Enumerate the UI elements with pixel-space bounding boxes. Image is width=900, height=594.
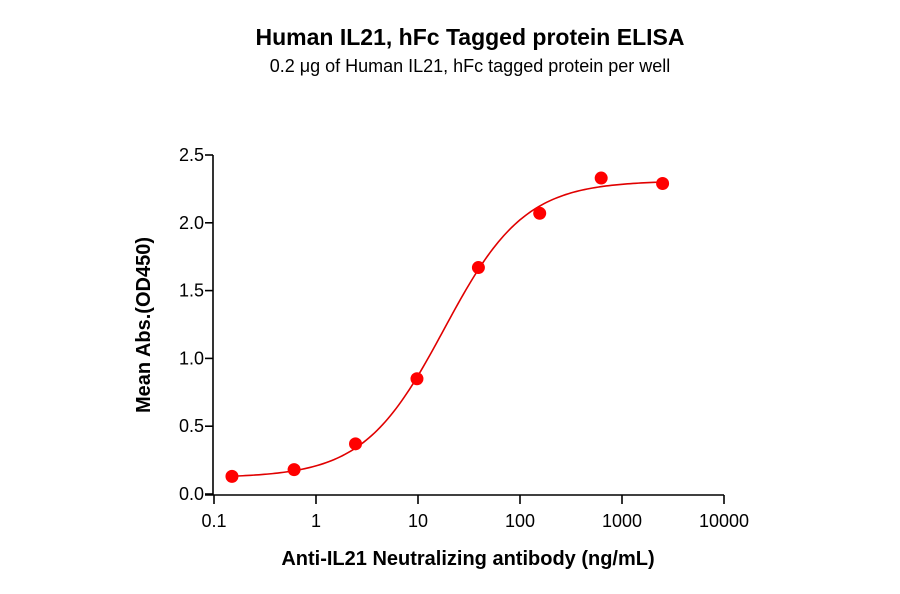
x-axis-title: Anti-IL21 Neutralizing antibody (ng/mL) [281, 548, 654, 570]
y-tick-label: 2.0 [179, 213, 204, 233]
data-point [656, 176, 670, 190]
fit-curve [231, 181, 663, 477]
x-axis: 0.1 1 10 100 1000 10000 [201, 494, 749, 531]
y-tick-label: 1.0 [179, 348, 204, 368]
x-tick-label: 0.1 [201, 511, 226, 531]
y-tick-label: 0.0 [179, 484, 204, 504]
data-point [225, 469, 239, 483]
data-point [287, 463, 301, 477]
x-tick-label: 100 [505, 511, 535, 531]
data-points [225, 171, 670, 483]
x-tick-label: 1000 [602, 511, 642, 531]
data-point [594, 171, 608, 185]
data-point [471, 261, 485, 275]
data-point [349, 437, 363, 451]
y-tick-label: 2.5 [179, 145, 204, 165]
x-tick-label: 10 [408, 511, 428, 531]
x-tick-label: 1 [311, 511, 321, 531]
chart-subtitle: 0.2 μg of Human IL21, hFc tagged protein… [269, 56, 671, 76]
x-tick-label: 10000 [699, 511, 749, 531]
y-axis: 0.0 0.5 1.0 1.5 2.0 2.5 [179, 145, 214, 504]
y-tick-label: 1.5 [179, 281, 204, 301]
data-point [533, 206, 547, 220]
chart-title: Human IL21, hFc Tagged protein ELISA [255, 24, 685, 50]
data-point [410, 372, 424, 386]
y-tick-label: 0.5 [179, 416, 204, 436]
y-axis-title: Mean Abs.(OD450) [133, 237, 155, 413]
